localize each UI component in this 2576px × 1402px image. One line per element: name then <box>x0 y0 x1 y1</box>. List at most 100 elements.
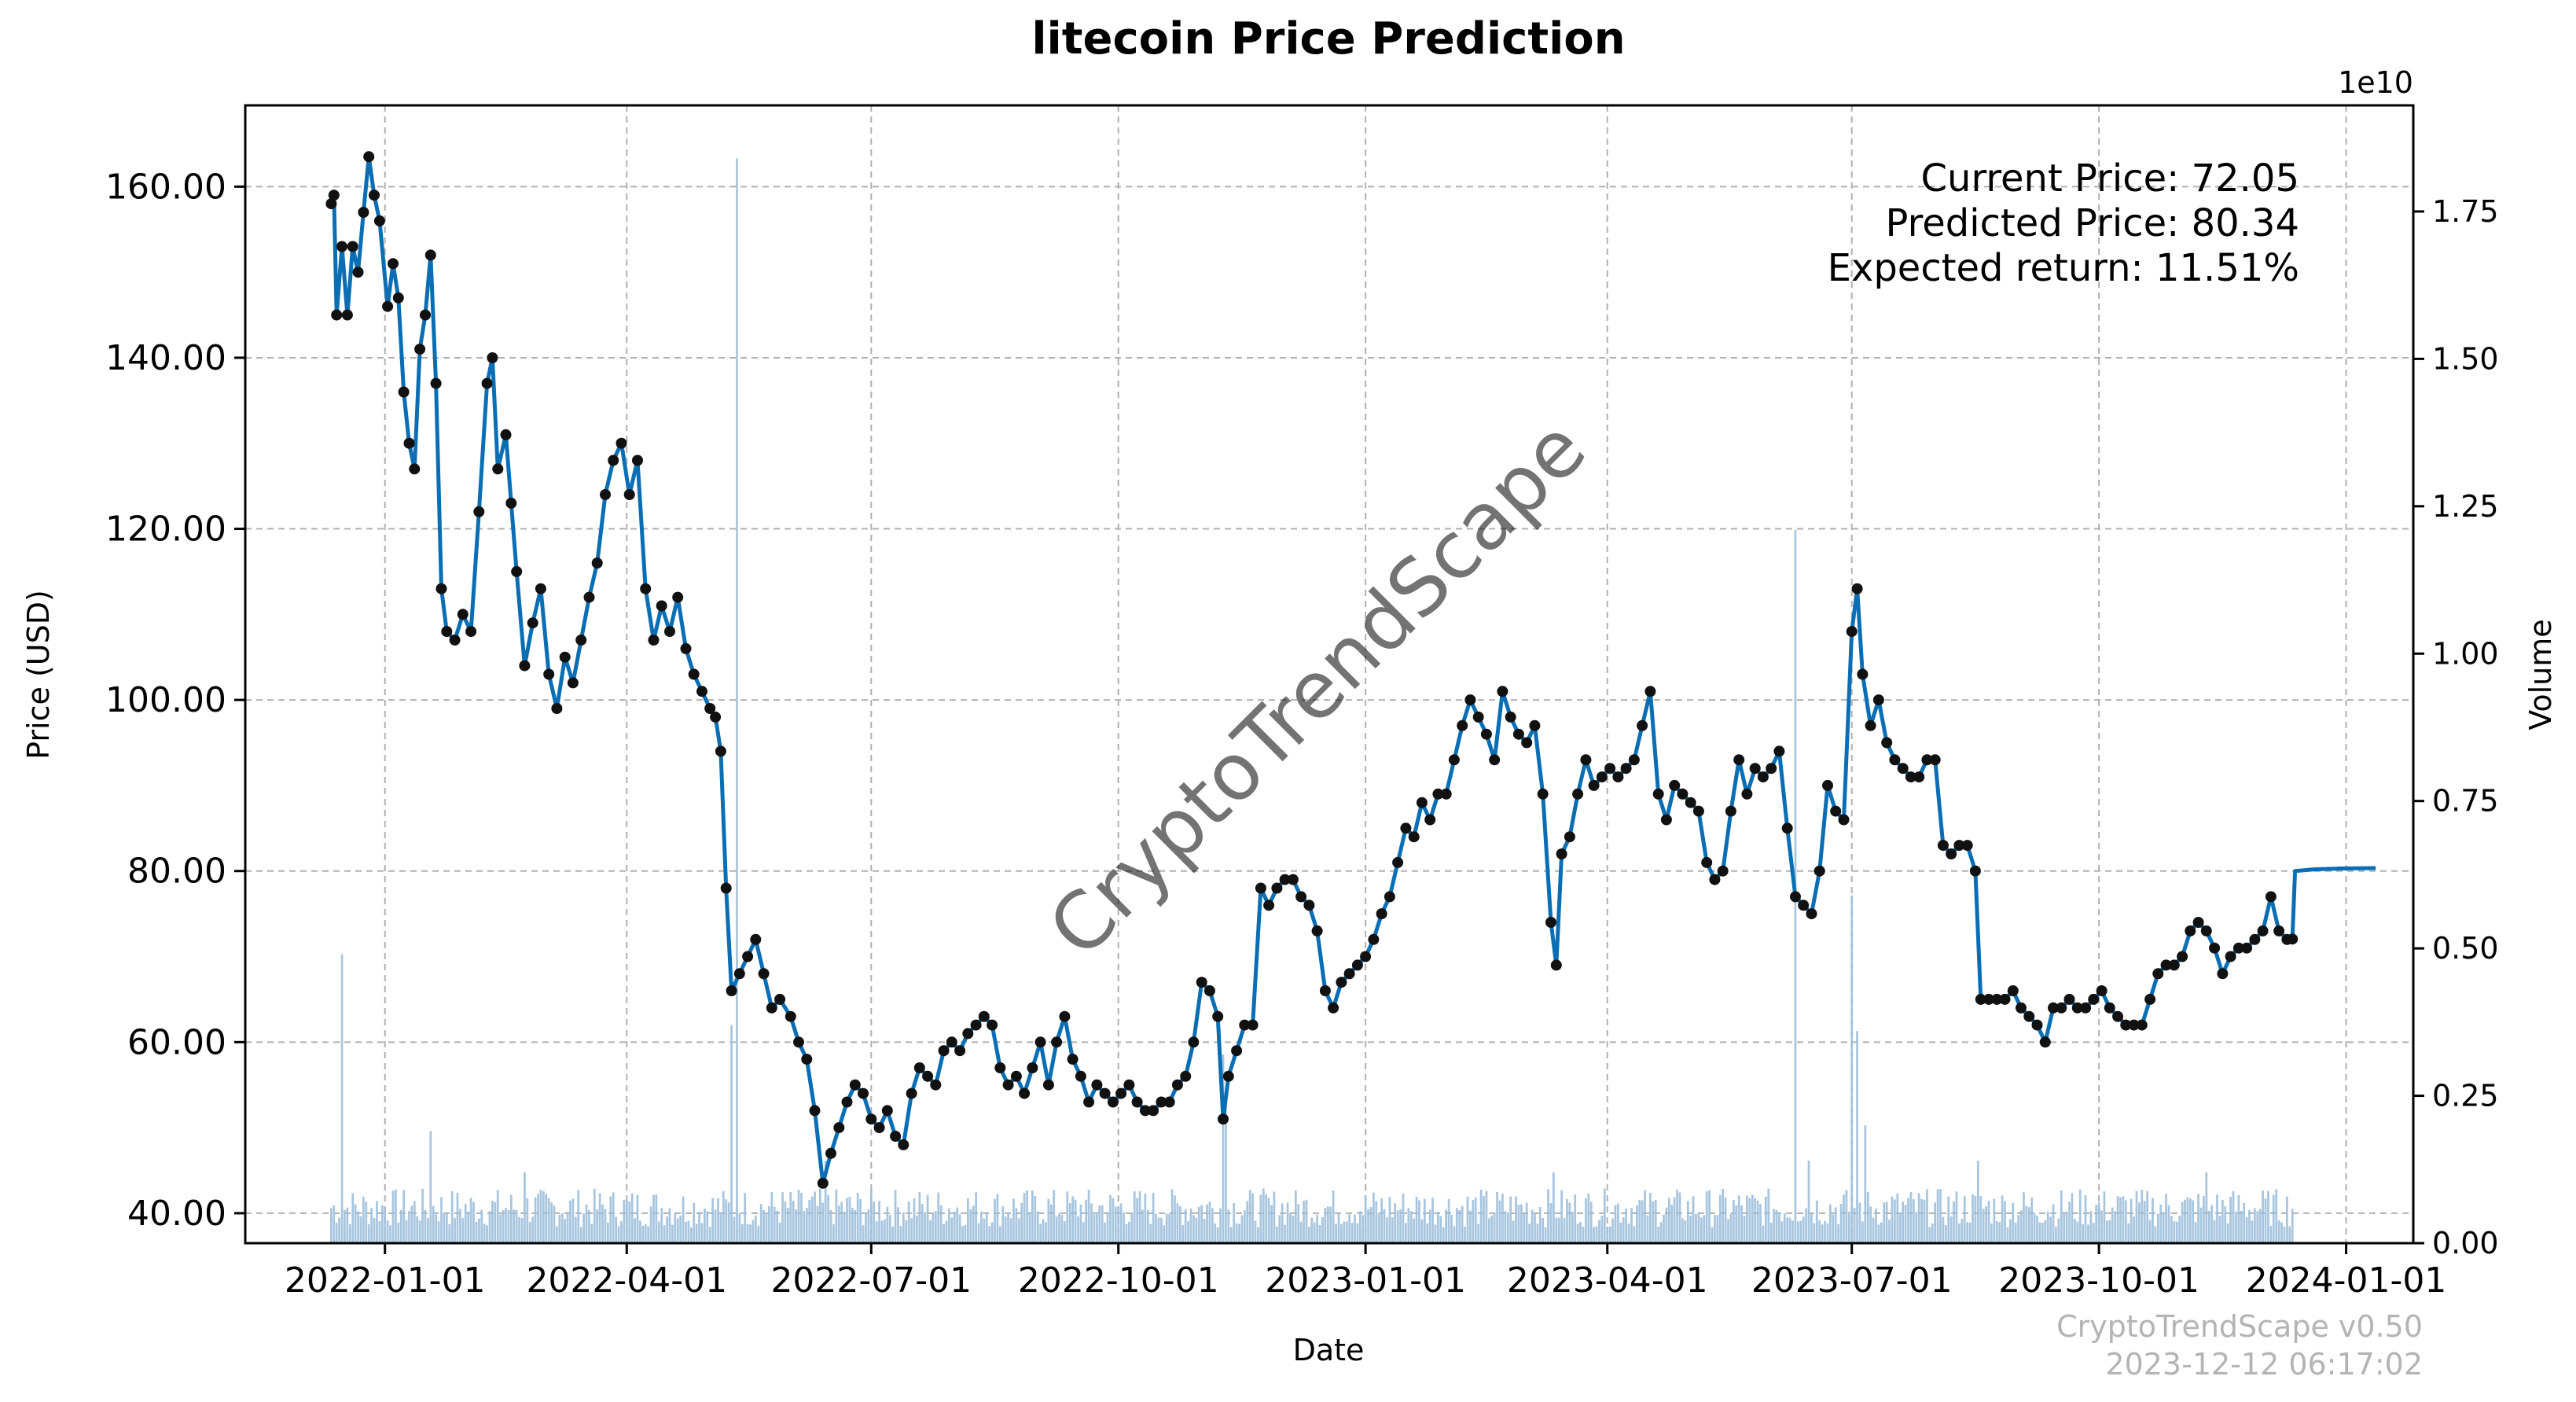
volume-bar <box>585 1204 588 1243</box>
volume-bar <box>945 1220 948 1243</box>
volume-bar <box>943 1224 945 1243</box>
price-point <box>913 1062 925 1073</box>
volume-bar <box>1764 1196 1767 1243</box>
volume-bar <box>1512 1220 1515 1243</box>
volume-bar <box>1163 1225 1166 1243</box>
price-point <box>1969 865 1981 877</box>
volume-bar <box>1783 1212 1786 1243</box>
price-point <box>2136 1019 2148 1031</box>
price-point <box>2265 891 2277 903</box>
volume-bar <box>472 1201 475 1243</box>
y-tick-label: 40.00 <box>127 1194 226 1234</box>
volume-bar <box>588 1209 590 1243</box>
volume-bar <box>671 1224 674 1243</box>
volume-bar <box>467 1211 470 1243</box>
volume-bar <box>1547 1189 1549 1243</box>
price-point <box>2287 933 2299 945</box>
y2-tick-label: 1.00 <box>2432 636 2499 671</box>
price-point <box>388 258 399 270</box>
price-point <box>825 1147 836 1159</box>
price-point <box>1368 933 1380 945</box>
volume-bar <box>1233 1203 1236 1243</box>
volume-bar <box>2068 1201 2071 1243</box>
volume-bar <box>2127 1223 2130 1243</box>
volume-bar <box>2203 1196 2205 1243</box>
volume-bar <box>1160 1217 1163 1243</box>
price-point <box>2177 951 2188 962</box>
price-point <box>1343 968 1355 980</box>
price-point <box>1983 993 1994 1005</box>
volume-bar <box>1920 1198 1923 1243</box>
volume-bar <box>1498 1200 1501 1243</box>
volume-bar <box>1348 1214 1350 1243</box>
volume-bar <box>1695 1213 1697 1243</box>
volume-bar <box>612 1192 615 1243</box>
volume-bar <box>824 1161 827 1243</box>
volume-bar <box>2245 1217 2248 1243</box>
footer-timestamp: 2023-12-12 06:17:02 <box>2105 1347 2423 1382</box>
price-point <box>1865 719 1876 731</box>
volume-bar <box>1157 1217 1160 1243</box>
volume-bar <box>1031 1190 1034 1243</box>
volume-bar <box>1170 1189 1174 1243</box>
price-point <box>623 489 635 500</box>
volume-bar <box>1409 1211 1413 1243</box>
volume-bar <box>443 1213 446 1243</box>
volume-bar <box>757 1226 760 1243</box>
volume-bar <box>2092 1223 2095 1243</box>
volume-bar <box>1373 1192 1375 1243</box>
volume-bar <box>2226 1223 2229 1243</box>
price-point <box>363 151 375 163</box>
price-point <box>2007 985 2019 996</box>
volume-bar <box>405 1220 408 1243</box>
predicted-price-annotation: Predicted Price: 80.34 <box>1885 201 2299 245</box>
volume-bar <box>1119 1203 1123 1243</box>
volume-bar <box>1396 1210 1399 1243</box>
volume-bar <box>1667 1198 1670 1243</box>
volume-bar <box>333 1205 336 1243</box>
volume-bar <box>1872 1217 1875 1243</box>
volume-bar <box>1267 1198 1270 1243</box>
volume-bar <box>1995 1220 1998 1243</box>
volume-bar <box>751 1220 755 1243</box>
volume-bar <box>1915 1212 1918 1243</box>
price-point <box>457 609 469 620</box>
price-point <box>1336 977 1347 988</box>
volume-bar <box>1045 1222 1047 1243</box>
volume-bar <box>1735 1205 1738 1243</box>
y-axis-left: 40.00 60.00 80.00 100.00 120.00 140.00 160.00 <box>105 167 245 1234</box>
volume-bar <box>1450 1214 1453 1243</box>
volume-bar <box>950 1217 954 1243</box>
price-point <box>1999 993 2011 1005</box>
prediction-series-line <box>2290 866 2376 940</box>
price-point <box>1392 856 1404 868</box>
price-point <box>2039 1036 2051 1048</box>
volume-bar <box>1219 1208 1222 1243</box>
volume-bar <box>1318 1224 1321 1243</box>
volume-bar <box>1769 1223 1773 1243</box>
volume-bar <box>685 1221 687 1243</box>
volume-bar <box>1974 1195 1977 1243</box>
price-point <box>720 882 732 894</box>
volume-bar <box>1281 1203 1284 1243</box>
price-point <box>1212 1010 1224 1022</box>
volume-bar <box>558 1214 561 1243</box>
price-point <box>2192 917 2204 928</box>
volume-bar <box>2267 1190 2269 1243</box>
volume-bar <box>1689 1216 1692 1243</box>
volume-bar <box>1420 1219 1424 1243</box>
volume-bar <box>695 1224 698 1243</box>
volume-bar <box>1109 1194 1112 1243</box>
volume-bar <box>1286 1202 1289 1243</box>
volume-bar <box>2141 1189 2144 1243</box>
volume-bar <box>1593 1227 1596 1243</box>
volume-bar <box>437 1221 440 1243</box>
volume-bar <box>1571 1212 1574 1243</box>
volume-bar <box>1289 1212 1292 1243</box>
volume-bar <box>2074 1219 2076 1243</box>
price-point <box>906 1087 917 1099</box>
volume-bar <box>2041 1222 2044 1243</box>
volume-bar <box>1402 1193 1405 1243</box>
volume-bar <box>486 1225 488 1243</box>
volume-bar <box>2063 1213 2066 1243</box>
